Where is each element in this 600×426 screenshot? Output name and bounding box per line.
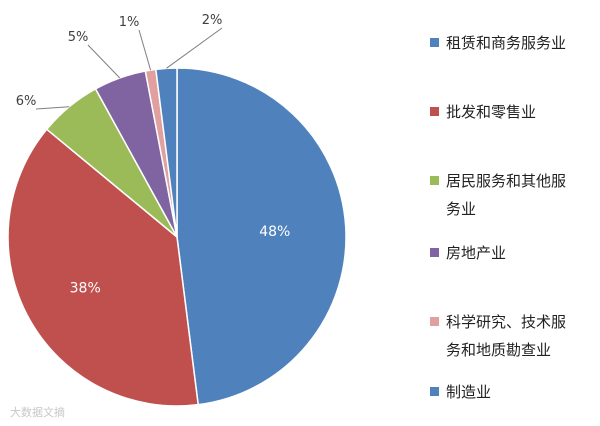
- watermark-text: 大数据文摘: [10, 405, 65, 419]
- legend-label-4: 房地产业: [446, 244, 506, 262]
- legend-item-1: 租赁和商务服务业: [430, 34, 566, 52]
- pie-slices: [7, 67, 347, 407]
- slice-labels: 48% 38% 6% 5% 1% 2%: [16, 13, 291, 297]
- leader-line-4: [87, 44, 121, 79]
- leader-line-3: [35, 106, 70, 110]
- legend-label-5: 科学研究、技术服务和地质勘查业: [446, 313, 566, 359]
- leader-line-5: [138, 29, 152, 71]
- legend-label-3: 居民服务和其他服务业: [446, 172, 566, 218]
- pie-slice-2: [7, 128, 200, 407]
- slice-label-2: 38%: [70, 281, 101, 297]
- pie-slice-6: [154, 67, 178, 238]
- slice-label-3: 6%: [16, 94, 37, 109]
- legend: 租赁和商务服务业批发和零售业居民服务和其他服务业房地产业科学研究、技术服务和地质…: [430, 34, 566, 401]
- legend-item-4: 房地产业: [430, 244, 506, 262]
- legend-swatch-4: [430, 248, 439, 257]
- legend-label-6: 制造业: [446, 383, 491, 401]
- watermark: 大数据文摘: [10, 405, 65, 419]
- legend-swatch-3: [430, 176, 439, 185]
- legend-item-5: 科学研究、技术服务和地质勘查业: [430, 313, 566, 359]
- legend-swatch-6: [430, 387, 439, 396]
- legend-label-2: 批发和零售业: [446, 103, 536, 121]
- slice-label-4: 5%: [68, 30, 89, 45]
- legend-swatch-5: [430, 317, 439, 326]
- legend-swatch-1: [430, 38, 439, 47]
- pie-slice-1: [176, 67, 347, 406]
- slice-label-6: 2%: [202, 13, 223, 28]
- leader-line-6: [166, 27, 223, 69]
- legend-label-1: 租赁和商务服务业: [446, 34, 566, 52]
- slice-label-1: 48%: [259, 224, 290, 240]
- legend-item-2: 批发和零售业: [430, 103, 536, 121]
- legend-item-6: 制造业: [430, 383, 491, 401]
- legend-item-3: 居民服务和其他服务业: [430, 172, 566, 218]
- slice-label-5: 1%: [119, 15, 140, 30]
- leader-lines: [35, 27, 223, 110]
- legend-swatch-2: [430, 107, 439, 116]
